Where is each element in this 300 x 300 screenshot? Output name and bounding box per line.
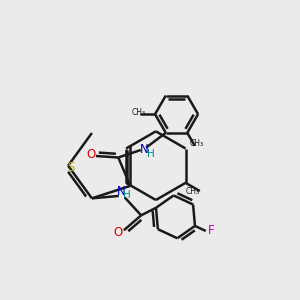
Text: CH₃: CH₃ <box>131 108 146 117</box>
Text: N: N <box>117 185 126 198</box>
Text: O: O <box>86 148 95 161</box>
Text: S: S <box>67 161 74 174</box>
Text: H: H <box>147 149 154 159</box>
Text: N: N <box>140 143 149 156</box>
Text: CH₃: CH₃ <box>190 139 204 148</box>
Text: CH₃: CH₃ <box>185 187 200 196</box>
Text: O: O <box>114 226 123 239</box>
Text: H: H <box>123 190 131 200</box>
Text: F: F <box>208 224 214 237</box>
